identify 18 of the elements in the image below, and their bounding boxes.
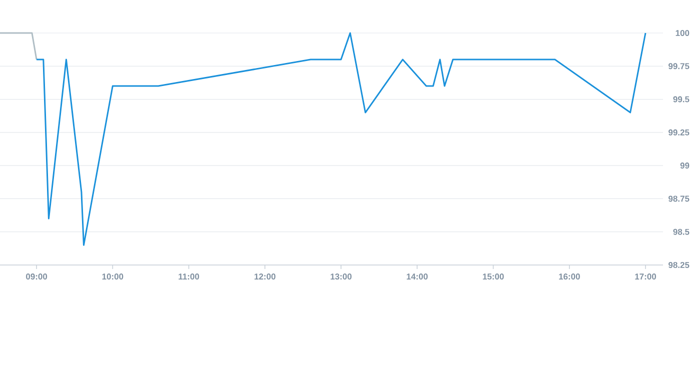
line-series (36, 32, 646, 246)
y-tick-label: 99.75 (668, 63, 690, 70)
x-tick-label: 10:00 (102, 274, 124, 280)
x-tick-label: 16:00 (559, 274, 580, 280)
x-tick-label: 09:00 (26, 274, 48, 280)
y-tick-label: 99.25 (668, 129, 690, 136)
y-tick-label: 99.5 (673, 96, 690, 102)
x-tick-label: 15:00 (482, 274, 504, 280)
y-tick-label: 98.25 (668, 262, 690, 268)
x-tick-label: 13:00 (330, 274, 352, 280)
y-tick-label: 100 (676, 30, 690, 36)
y-tick-label: 99 (680, 162, 690, 169)
x-tick-label: 14:00 (406, 274, 428, 280)
y-tick-label: 98.5 (673, 228, 690, 235)
x-tick-label: 17:00 (635, 274, 656, 280)
x-tick-label: 11:00 (178, 274, 200, 280)
x-tick-label: 12:00 (254, 274, 276, 280)
y-tick-label: 98.75 (668, 196, 690, 202)
